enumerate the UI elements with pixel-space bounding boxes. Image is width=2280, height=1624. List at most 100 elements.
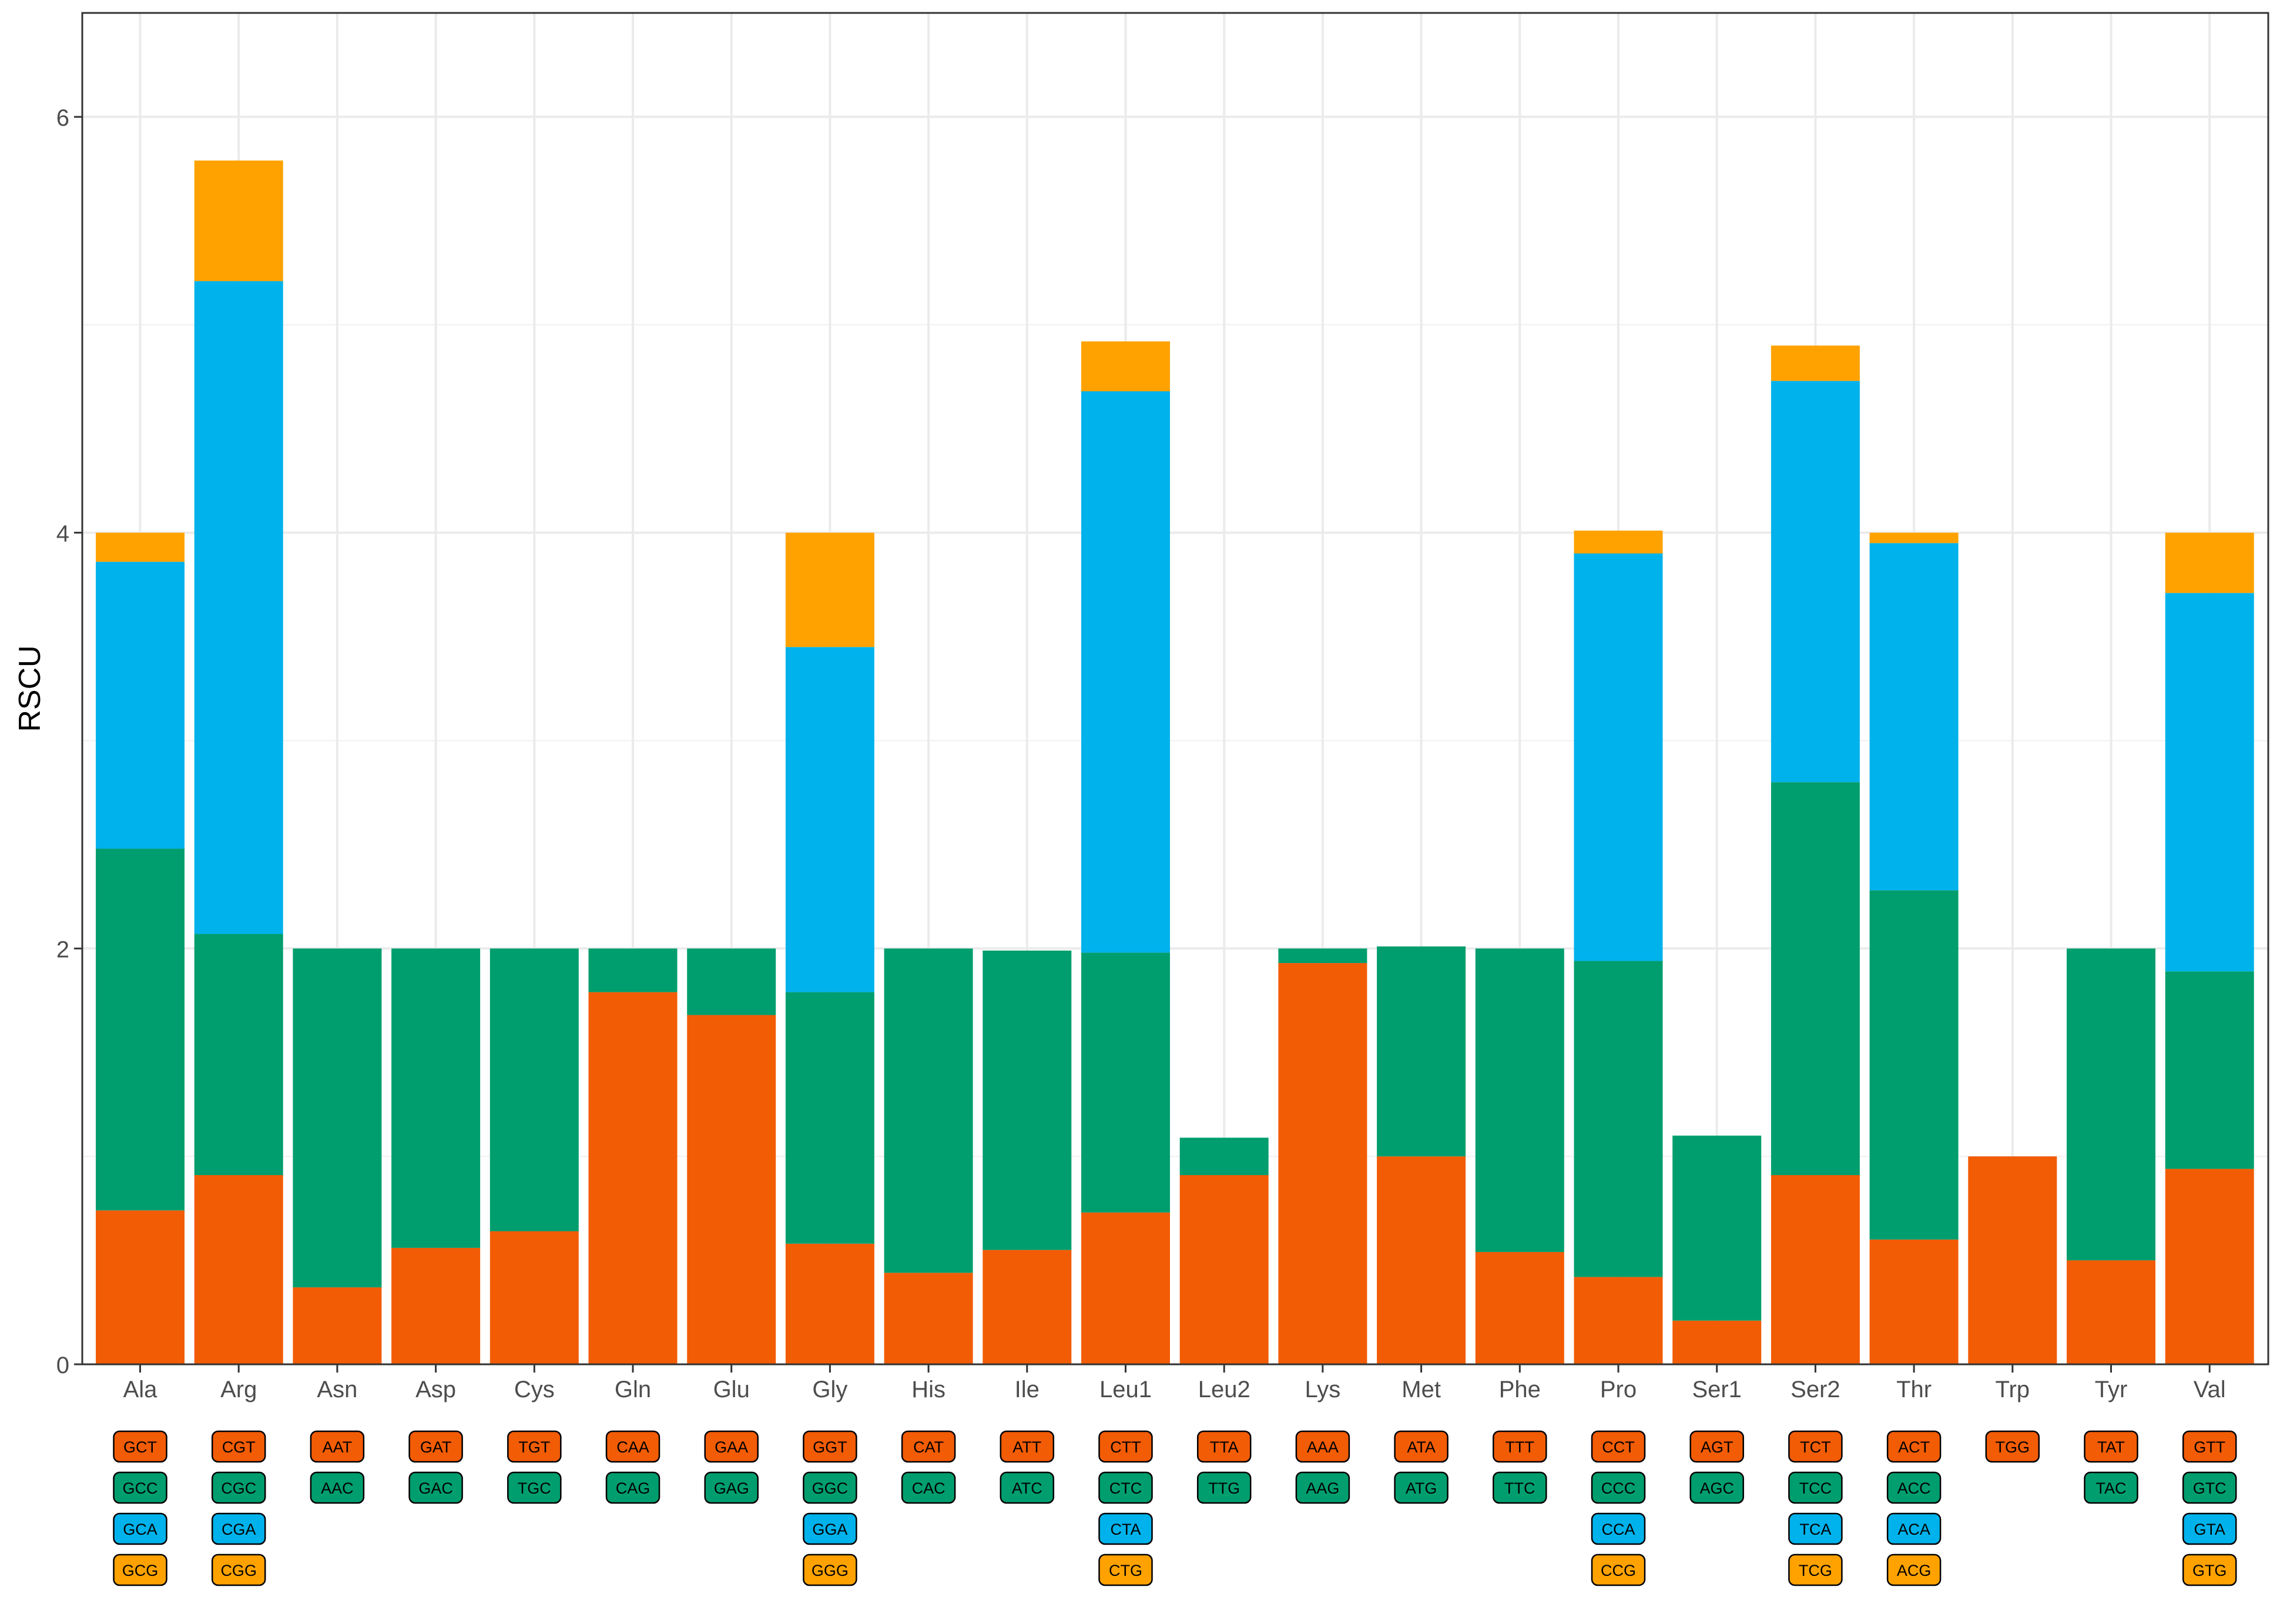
- x-tick-label-ser1: Ser1: [1692, 1377, 1742, 1402]
- codon-box-bg: [1000, 1471, 1055, 1504]
- codon-box-gtt: GTT: [2182, 1430, 2237, 1463]
- codon-label: GTC: [2193, 1479, 2227, 1497]
- bar-segment-tta: [1179, 1175, 1269, 1364]
- bar-segment-ttt: [1475, 1251, 1564, 1364]
- codon-box-agc: AGC: [1689, 1471, 1744, 1504]
- codon-box-gta: GTA: [2182, 1512, 2237, 1545]
- codon-box-bg: [2182, 1430, 2237, 1463]
- codon-box-gaa: GAA: [704, 1430, 759, 1463]
- codon-box-bg: [1591, 1471, 1646, 1504]
- bar-segment-cgg: [194, 160, 283, 281]
- codon-box-cca: CCA: [1591, 1512, 1646, 1545]
- codon-box-ttt: TTT: [1493, 1430, 1547, 1463]
- codon-label: CGA: [222, 1521, 256, 1538]
- x-tick-label-arg: Arg: [220, 1377, 257, 1402]
- bar-segment-ttg: [1179, 1138, 1269, 1175]
- codon-label: GGA: [812, 1521, 847, 1538]
- codon-label: GGC: [812, 1479, 849, 1497]
- codon-box-bg: [113, 1512, 167, 1545]
- codon-label: ACA: [1897, 1521, 1930, 1538]
- y-tick-label: 6: [56, 105, 69, 131]
- bar-segment-cag: [588, 948, 678, 992]
- codon-label: TTT: [1506, 1438, 1534, 1456]
- codon-box-tcc: TCC: [1788, 1471, 1843, 1504]
- bar-segment-ccc: [1574, 961, 1663, 1277]
- codon-label: GTG: [2192, 1562, 2227, 1579]
- codon-box-aag: AAG: [1295, 1471, 1350, 1504]
- codon-label: GTA: [2194, 1521, 2225, 1538]
- codon-label: ACT: [1898, 1438, 1930, 1456]
- codon-box-gga: GGA: [803, 1512, 857, 1545]
- bar-segment-aca: [1869, 543, 1959, 891]
- codon-box-aca: ACA: [1886, 1512, 1942, 1545]
- codon-label: TTC: [1504, 1479, 1535, 1497]
- codon-box-ctc: CTC: [1098, 1471, 1153, 1504]
- bar-segment-ctc: [1081, 952, 1170, 1213]
- x-tick-label-gly: Gly: [812, 1377, 847, 1402]
- codon-box-bg: [1196, 1471, 1252, 1504]
- y-tick-label: 0: [56, 1353, 69, 1378]
- codon-label: GAA: [715, 1438, 748, 1456]
- codon-box-att: ATT: [1000, 1430, 1055, 1463]
- x-tick-label-ser2: Ser2: [1791, 1377, 1840, 1402]
- x-tick-label-leu2: Leu2: [1198, 1377, 1250, 1402]
- codon-label: TGC: [518, 1479, 551, 1497]
- codon-box-bg: [1788, 1430, 1843, 1463]
- bar-segment-tca: [1771, 381, 1860, 783]
- bar-segment-ccg: [1574, 531, 1663, 553]
- x-tick-label-lys: Lys: [1305, 1377, 1341, 1402]
- bar-segment-ggt: [785, 1243, 874, 1364]
- codon-box-bg: [1000, 1430, 1055, 1463]
- bar-segment-gtt: [2165, 1169, 2254, 1364]
- codon-box-ttc: TTC: [1493, 1471, 1547, 1504]
- codon-box-bg: [1394, 1471, 1449, 1504]
- codon-label: ATG: [1406, 1479, 1437, 1497]
- bar-segment-agt: [1672, 1320, 1762, 1364]
- codon-box-acc: ACC: [1886, 1471, 1942, 1504]
- bar-segment-aat: [293, 1287, 382, 1364]
- bar-layer: [96, 160, 2254, 1364]
- codon-box-ggg: GGG: [803, 1553, 857, 1586]
- codon-box-bg: [113, 1430, 167, 1463]
- bar-segment-tat: [2067, 1260, 2155, 1364]
- codon-label: CTC: [1109, 1479, 1142, 1497]
- codon-label: GCC: [123, 1479, 158, 1497]
- codon-box-gac: GAC: [408, 1471, 463, 1504]
- bar-segment-gcc: [96, 848, 185, 1211]
- bar-segment-cca: [1574, 553, 1663, 961]
- codon-label: GCT: [123, 1438, 157, 1456]
- codon-box-ccg: CCG: [1591, 1553, 1646, 1586]
- bar-segment-tcg: [1771, 345, 1860, 381]
- codon-box-act: ACT: [1886, 1430, 1942, 1463]
- codon-box-cag: CAG: [605, 1471, 660, 1504]
- codon-box-ata: ATA: [1394, 1430, 1449, 1463]
- codon-box-gct: GCT: [113, 1430, 167, 1463]
- bar-segment-atg: [1377, 946, 1466, 1157]
- codon-box-bg: [803, 1512, 857, 1545]
- codon-box-bg: [1886, 1430, 1942, 1463]
- codon-label: CCG: [1601, 1562, 1636, 1579]
- codon-label: TAT: [2097, 1438, 2125, 1456]
- codon-label: CGC: [221, 1479, 256, 1497]
- codon-label: CAG: [616, 1479, 651, 1497]
- y-tick-label: 2: [56, 937, 69, 962]
- x-tick-label-cys: Cys: [514, 1377, 555, 1402]
- codon-label: CCA: [1601, 1521, 1635, 1538]
- codon-label: TCC: [1799, 1479, 1832, 1497]
- codon-box-bg: [1493, 1430, 1547, 1463]
- bar-segment-aaa: [1278, 963, 1367, 1364]
- bar-segment-cac: [884, 948, 973, 1273]
- codon-label: CAA: [616, 1438, 649, 1456]
- bar-segment-cct: [1574, 1277, 1663, 1364]
- x-tick-label-pro: Pro: [1600, 1377, 1637, 1402]
- codon-box-cac: CAC: [901, 1471, 956, 1504]
- codon-label: CTG: [1109, 1562, 1142, 1579]
- codon-label: TAC: [2096, 1479, 2127, 1497]
- codon-box-cct: CCT: [1591, 1430, 1646, 1463]
- bar-segment-gag: [687, 948, 776, 1015]
- x-tick-label-asp: Asp: [415, 1377, 456, 1402]
- codon-box-bg: [605, 1471, 660, 1504]
- bar-segment-act: [1869, 1239, 1959, 1364]
- codon-box-bg: [1493, 1471, 1547, 1504]
